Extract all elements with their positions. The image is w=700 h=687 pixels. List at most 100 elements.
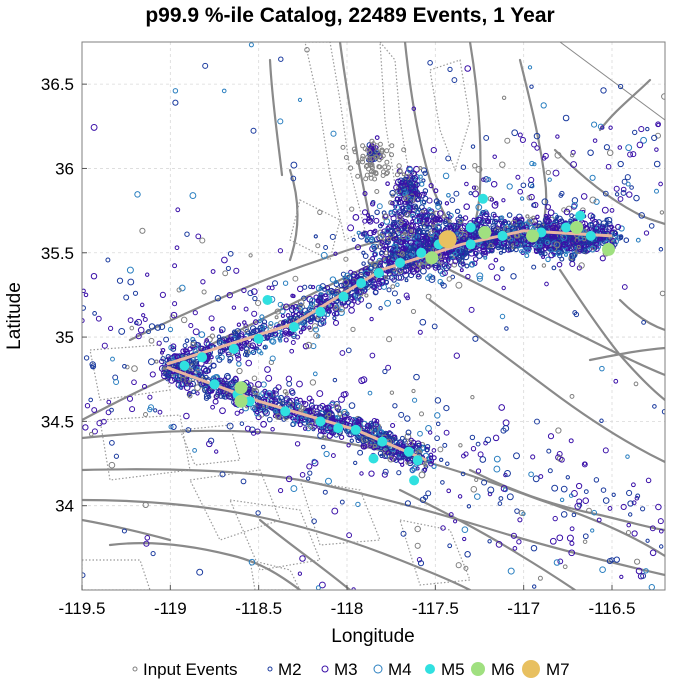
legend-label: M6 <box>491 660 515 679</box>
fault-zone <box>189 469 281 541</box>
event-marker <box>268 359 275 365</box>
event-marker <box>278 488 284 494</box>
event-marker <box>297 397 303 403</box>
event-marker <box>265 390 273 398</box>
event-marker <box>524 253 530 259</box>
event-marker <box>431 323 438 330</box>
event-marker <box>640 136 648 144</box>
legend-marker <box>321 665 329 673</box>
event-marker <box>537 237 545 245</box>
event-marker <box>659 210 665 215</box>
event-marker <box>463 451 469 457</box>
event-marker <box>405 429 412 436</box>
m5-event <box>262 295 273 305</box>
event-marker <box>390 201 395 206</box>
event-marker <box>297 422 303 428</box>
event-marker <box>439 457 444 462</box>
event-marker <box>498 496 504 501</box>
event-marker <box>227 355 234 362</box>
event-marker <box>305 417 312 423</box>
event-marker <box>607 505 613 511</box>
event-marker <box>90 272 98 280</box>
event-marker <box>408 197 414 203</box>
event-marker <box>369 283 374 289</box>
event-marker <box>122 363 127 369</box>
event-marker <box>455 562 462 569</box>
event-marker <box>434 435 440 442</box>
event-marker <box>440 480 445 485</box>
event-marker <box>511 129 519 137</box>
fault-line <box>558 268 665 402</box>
event-marker <box>341 413 348 420</box>
event-marker <box>422 188 429 194</box>
event-marker <box>251 385 258 391</box>
event-marker <box>342 279 350 286</box>
event-marker <box>419 238 426 245</box>
event-marker <box>226 291 233 299</box>
legend-item: M5 <box>425 660 465 679</box>
event-marker <box>600 487 607 493</box>
event-marker <box>296 380 303 388</box>
y-tick-label: 35 <box>55 328 74 347</box>
event-marker <box>566 534 574 542</box>
event-marker <box>294 403 301 410</box>
event-marker <box>521 511 526 516</box>
event-marker <box>204 338 210 343</box>
event-marker <box>346 532 352 539</box>
event-marker <box>195 233 202 240</box>
event-marker <box>364 293 369 298</box>
event-marker <box>634 558 641 565</box>
event-marker <box>353 460 358 466</box>
event-marker <box>82 424 89 431</box>
event-marker <box>565 475 570 480</box>
event-marker <box>216 334 222 340</box>
event-marker <box>427 273 433 279</box>
event-marker <box>379 147 385 153</box>
event-marker <box>154 359 159 364</box>
event-marker <box>157 409 163 415</box>
event-marker <box>581 461 588 468</box>
event-marker <box>437 278 443 285</box>
event-marker <box>626 191 633 198</box>
event-marker <box>323 450 330 458</box>
event-marker <box>412 464 419 470</box>
event-marker <box>362 253 369 260</box>
event-marker <box>345 347 352 354</box>
event-marker <box>654 147 659 152</box>
legend-marker <box>373 664 383 674</box>
event-marker <box>216 340 223 346</box>
event-marker <box>83 355 90 361</box>
event-marker <box>148 358 155 366</box>
legend-label: M5 <box>441 660 465 679</box>
event-marker <box>168 424 174 430</box>
event-marker <box>280 401 286 406</box>
event-marker <box>329 276 337 283</box>
event-marker <box>576 498 583 505</box>
event-marker <box>116 277 124 284</box>
m7-event <box>438 230 457 249</box>
event-marker <box>558 193 564 198</box>
event-marker <box>192 347 198 354</box>
m5-event <box>338 291 349 302</box>
event-marker <box>167 326 174 333</box>
event-marker <box>234 410 240 416</box>
event-marker <box>600 87 607 94</box>
m5-event <box>368 453 379 464</box>
event-marker <box>504 326 509 331</box>
event-marker <box>234 352 241 359</box>
event-marker <box>222 270 229 277</box>
event-marker <box>183 381 189 387</box>
event-marker <box>425 490 432 497</box>
m5-event <box>280 406 291 417</box>
event-marker <box>587 149 594 156</box>
y-tick-label: 36.5 <box>41 75 74 94</box>
event-marker <box>290 175 297 182</box>
event-marker <box>432 264 439 271</box>
event-marker <box>612 230 619 237</box>
event-marker <box>277 320 284 326</box>
event-marker <box>629 185 634 190</box>
event-marker <box>427 60 433 66</box>
event-marker <box>390 422 396 429</box>
event-marker <box>270 427 275 432</box>
event-marker <box>321 444 326 450</box>
